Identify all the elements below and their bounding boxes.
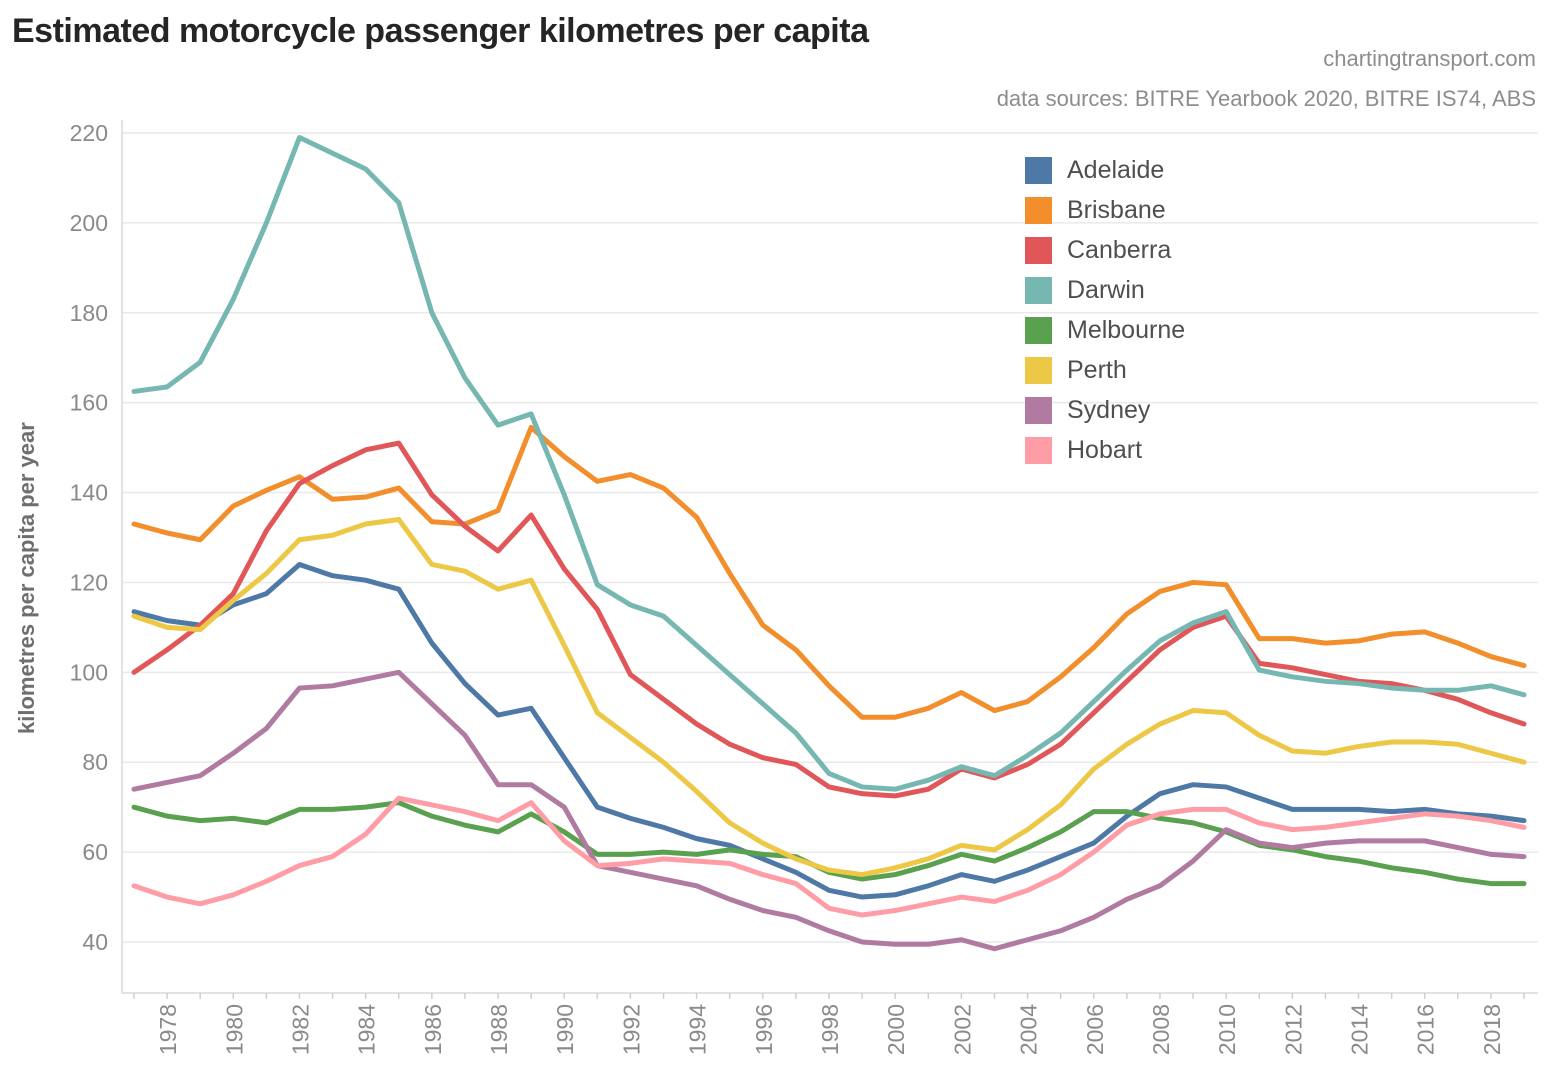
legend-item-canberra[interactable]: Canberra bbox=[1025, 237, 1185, 264]
x-tick-label: 2008 bbox=[1148, 1004, 1174, 1055]
x-tick-label: 2010 bbox=[1214, 1004, 1240, 1055]
legend-item-sydney[interactable]: Sydney bbox=[1025, 397, 1185, 424]
legend-swatch bbox=[1025, 397, 1052, 424]
legend-swatch bbox=[1025, 357, 1052, 384]
legend-item-brisbane[interactable]: Brisbane bbox=[1025, 197, 1185, 224]
x-tick-label: 1996 bbox=[751, 1004, 777, 1055]
y-tick-label: 60 bbox=[82, 839, 108, 865]
x-tick-label: 2012 bbox=[1280, 1004, 1306, 1055]
series-line-brisbane bbox=[131, 424, 1527, 720]
y-tick-label: 180 bbox=[70, 300, 108, 326]
legend-label: Hobart bbox=[1067, 436, 1143, 464]
legend-label: Brisbane bbox=[1067, 196, 1166, 224]
legend-item-darwin[interactable]: Darwin bbox=[1025, 277, 1185, 304]
x-tick-label: 1998 bbox=[817, 1004, 843, 1055]
x-tick-label: 2018 bbox=[1479, 1004, 1505, 1055]
legend-swatch bbox=[1025, 437, 1052, 464]
x-tick-label: 2016 bbox=[1413, 1004, 1439, 1055]
y-tick-label: 140 bbox=[70, 480, 108, 506]
x-tick-label: 2014 bbox=[1347, 1004, 1373, 1055]
legend-swatch bbox=[1025, 157, 1052, 184]
legend-label: Darwin bbox=[1067, 276, 1145, 304]
legend-item-adelaide[interactable]: Adelaide bbox=[1025, 157, 1185, 184]
x-tick-label: 1994 bbox=[685, 1004, 711, 1055]
legend-label: Canberra bbox=[1067, 236, 1172, 264]
x-tick-label: 1988 bbox=[486, 1004, 512, 1055]
legend-label: Adelaide bbox=[1067, 156, 1165, 184]
series-line-perth bbox=[131, 517, 1527, 878]
x-tick-label: 1992 bbox=[618, 1004, 644, 1055]
series-line-hobart bbox=[131, 795, 1527, 918]
series-line-adelaide bbox=[131, 561, 1527, 900]
x-tick-label: 2004 bbox=[1016, 1004, 1042, 1055]
legend-item-perth[interactable]: Perth bbox=[1025, 357, 1185, 384]
x-tick-label: 1990 bbox=[552, 1004, 578, 1055]
watermark: chartingtransport.com bbox=[1323, 46, 1536, 71]
x-tick-label: 1980 bbox=[221, 1004, 247, 1055]
y-tick-label: 80 bbox=[82, 749, 108, 775]
x-tick-label: 2000 bbox=[883, 1004, 909, 1055]
chart-title: Estimated motorcycle passenger kilometre… bbox=[12, 12, 869, 50]
y-tick-label: 100 bbox=[70, 659, 108, 685]
legend-item-hobart[interactable]: Hobart bbox=[1025, 437, 1185, 464]
legend-item-melbourne[interactable]: Melbourne bbox=[1025, 317, 1185, 344]
legend-label: Sydney bbox=[1067, 396, 1151, 424]
x-tick-label: 1978 bbox=[155, 1004, 181, 1055]
series-line-sydney bbox=[131, 669, 1527, 952]
y-tick-label: 40 bbox=[82, 929, 108, 955]
y-axis-title: kilometres per capita per year bbox=[14, 422, 39, 734]
series-line-canberra bbox=[131, 440, 1527, 799]
y-tick-label: 200 bbox=[70, 210, 108, 236]
legend: Adelaide Brisbane Canberra Darwin Melbourne P… bbox=[1025, 157, 1185, 464]
legend-label: Perth bbox=[1067, 356, 1127, 384]
legend-swatch bbox=[1025, 237, 1052, 264]
legend-swatch bbox=[1025, 277, 1052, 304]
legend-swatch bbox=[1025, 317, 1052, 344]
y-tick-label: 160 bbox=[70, 390, 108, 416]
series-line-darwin bbox=[131, 134, 1527, 792]
x-tick-label: 1984 bbox=[354, 1004, 380, 1055]
data-sources: data sources: BITRE Yearbook 2020, BITRE… bbox=[996, 86, 1536, 111]
legend-label: Melbourne bbox=[1067, 316, 1186, 344]
y-tick-label: 120 bbox=[70, 569, 108, 595]
x-tick-label: 1986 bbox=[420, 1004, 446, 1055]
legend-swatch bbox=[1025, 197, 1052, 224]
x-tick-label: 2006 bbox=[1082, 1004, 1108, 1055]
x-tick-label: 1982 bbox=[287, 1004, 313, 1055]
y-tick-label: 220 bbox=[70, 120, 108, 146]
x-tick-label: 2002 bbox=[949, 1004, 975, 1055]
